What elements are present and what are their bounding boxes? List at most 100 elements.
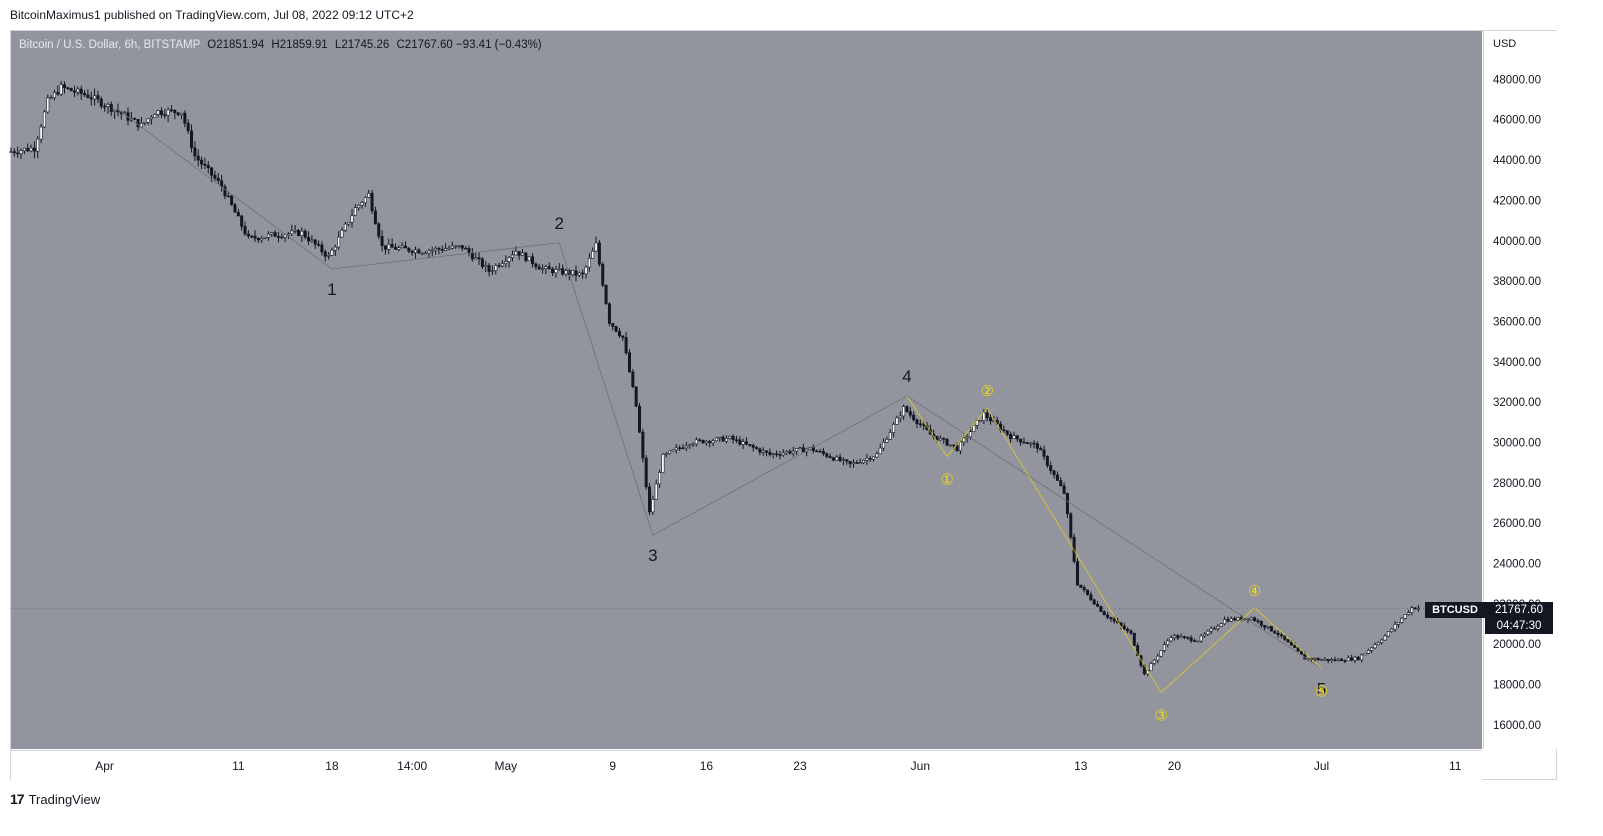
- candle-body: [1363, 652, 1367, 656]
- candle-body: [273, 232, 277, 237]
- candle-body: [99, 98, 103, 107]
- candle-body: [500, 263, 504, 267]
- candle-body: [343, 223, 347, 231]
- candle-body: [290, 230, 294, 235]
- candle-body: [1396, 622, 1400, 625]
- price-tick-label: 18000.00: [1493, 679, 1541, 691]
- candle-body: [1199, 635, 1203, 642]
- candle-body: [1126, 628, 1130, 632]
- candle-body: [1330, 659, 1334, 662]
- candle-body: [1092, 599, 1096, 605]
- candle-body: [256, 237, 260, 241]
- candle-body: [1106, 614, 1110, 618]
- candle-body: [69, 88, 73, 92]
- candle-body: [176, 112, 180, 116]
- candle-body: [788, 451, 792, 454]
- candle-body: [307, 236, 311, 242]
- candle-body: [477, 257, 481, 260]
- candle-body: [450, 245, 454, 249]
- candle-body: [1149, 663, 1153, 671]
- candle-body: [1213, 628, 1217, 630]
- candle-body: [203, 163, 207, 166]
- candle-body: [1276, 632, 1280, 636]
- candle-body: [430, 249, 434, 252]
- candle-body: [1366, 650, 1370, 654]
- price-tick-label: 34000.00: [1493, 357, 1541, 369]
- candle-body: [1313, 658, 1317, 660]
- symbol-description[interactable]: Bitcoin / U.S. Dollar, 6h, BITSTAMP: [19, 39, 201, 51]
- candle-body: [895, 417, 899, 425]
- candle-body: [1206, 630, 1210, 635]
- candle-body: [584, 266, 588, 275]
- candle-body: [1400, 618, 1404, 623]
- candle-body: [149, 116, 153, 120]
- time-tick-label: 11: [1449, 759, 1462, 773]
- candle-body: [26, 148, 30, 152]
- candle-body: [775, 453, 779, 456]
- candle-body: [1182, 636, 1186, 638]
- candle-body: [798, 447, 802, 450]
- author-name[interactable]: BitcoinMaximus1: [10, 8, 101, 22]
- price-tick-label: 40000.00: [1493, 236, 1541, 248]
- candle-body: [390, 244, 394, 248]
- candle-body: [795, 448, 799, 452]
- candle-body: [42, 111, 46, 128]
- candle-body: [1370, 647, 1374, 651]
- candle-body: [400, 245, 404, 248]
- candle-body: [617, 331, 621, 337]
- candle-body: [601, 263, 605, 286]
- candle-body: [59, 84, 63, 95]
- wave-label-4: 4: [902, 367, 911, 386]
- candle-body: [1353, 656, 1357, 661]
- candle-body: [681, 447, 685, 450]
- chart-plot-area[interactable]: [11, 31, 1482, 749]
- candle-body: [1035, 443, 1039, 449]
- candle-body: [370, 192, 374, 212]
- candle-body: [1299, 650, 1303, 655]
- candle-body: [103, 105, 107, 108]
- candle-body: [490, 270, 494, 272]
- candle-body: [611, 323, 615, 327]
- candle-body: [230, 195, 234, 206]
- candle-body: [213, 175, 217, 179]
- candle-body: [708, 440, 712, 444]
- candle-body: [952, 444, 956, 447]
- candle-body: [989, 417, 993, 422]
- candle-body: [1176, 635, 1180, 639]
- candle-body: [718, 436, 722, 439]
- candle-body: [724, 438, 728, 442]
- price-tick-label: 46000.00: [1493, 115, 1541, 127]
- high-value: 21859.91: [279, 39, 328, 51]
- candle-body: [510, 254, 514, 258]
- candle-body: [397, 247, 401, 250]
- candle-body: [641, 431, 645, 459]
- candle-body: [240, 215, 244, 227]
- candle-body: [333, 246, 337, 251]
- tradingview-logo-icon[interactable]: 17: [10, 791, 25, 807]
- candle-body: [668, 450, 672, 454]
- candle-body: [848, 461, 852, 465]
- candle-body: [377, 223, 381, 237]
- candle-body: [1340, 658, 1344, 661]
- candle-body: [136, 119, 140, 128]
- candle-body: [480, 258, 484, 267]
- currency-label[interactable]: USD: [1493, 38, 1517, 50]
- candle-body: [651, 499, 655, 513]
- candle-body: [751, 444, 755, 448]
- candle-body: [721, 436, 725, 442]
- candle-body: [166, 109, 170, 116]
- candle-body: [594, 242, 598, 252]
- candle-body: [1203, 633, 1207, 637]
- candle-body: [434, 248, 438, 251]
- time-axis[interactable]: [11, 750, 1482, 780]
- candle-body: [387, 244, 391, 250]
- candle-body: [1049, 465, 1053, 472]
- candle-body: [83, 93, 87, 96]
- subwave-label-3: ③: [1154, 707, 1167, 725]
- candle-body: [684, 445, 688, 449]
- candle-body: [32, 147, 36, 152]
- candle-body: [1099, 605, 1103, 612]
- close-value: 21767.60: [404, 39, 453, 51]
- candle-body: [574, 270, 578, 276]
- footer-brand-text[interactable]: TradingView: [28, 791, 101, 807]
